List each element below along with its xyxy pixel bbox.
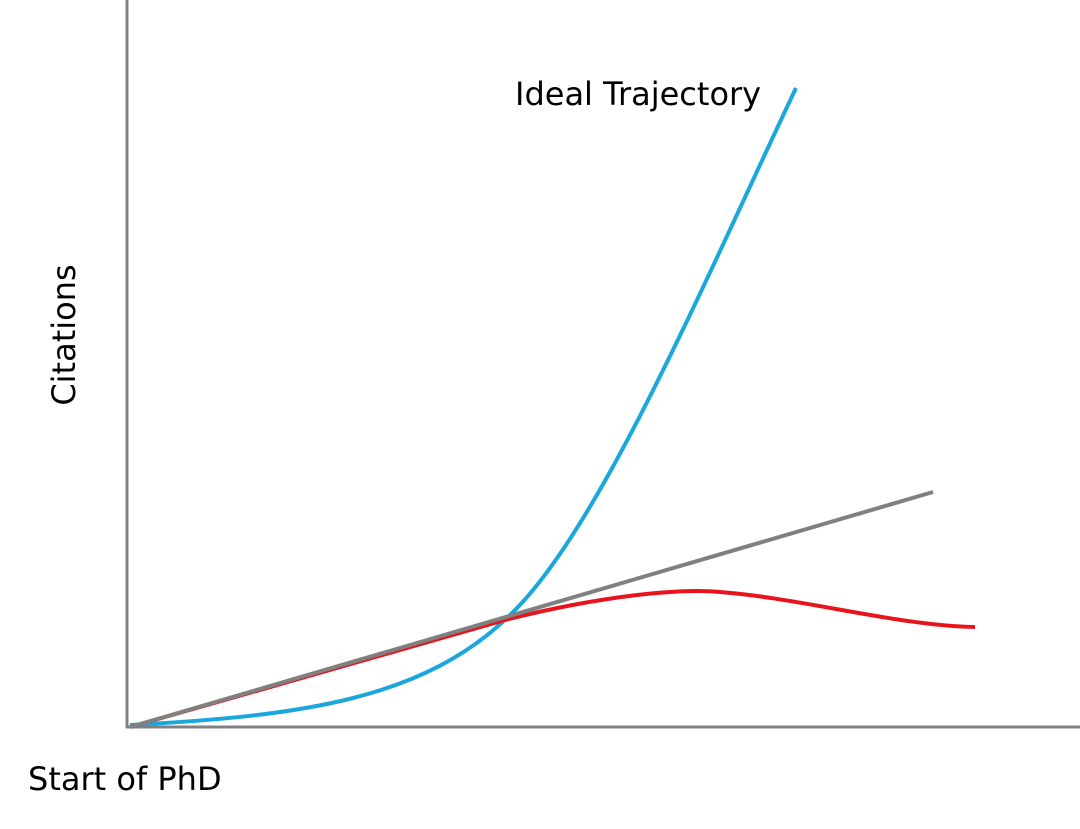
actual-curve: [129, 589, 976, 729]
annotation: Ideal Trajectory: [515, 75, 761, 113]
linear-line: [129, 490, 934, 729]
y-axis-label: Citations: [45, 264, 83, 405]
ideal-curve: [129, 87, 798, 727]
x-axis-label: Start of PhD: [28, 760, 222, 798]
